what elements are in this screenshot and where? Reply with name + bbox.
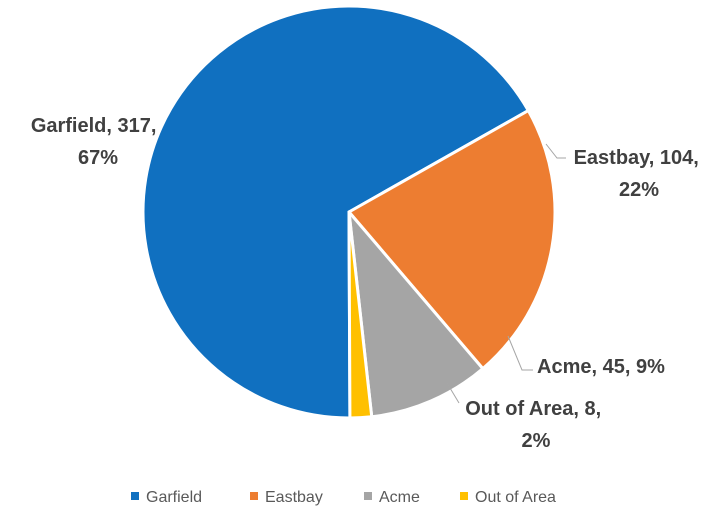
data-label-out-of-area-line2: 2% bbox=[522, 430, 551, 452]
data-label-eastbay-line1: Eastbay, 104, bbox=[574, 147, 699, 169]
legend-swatch-eastbay bbox=[250, 492, 258, 500]
legend-label-garfield: Garfield bbox=[146, 489, 202, 506]
pie-slice-eastbay bbox=[347, 109, 557, 371]
data-label-acme-line1: Acme, 45, 9% bbox=[537, 356, 665, 378]
legend-swatch-acme bbox=[364, 492, 372, 500]
pie-slice-acme bbox=[347, 210, 485, 419]
leader-line-out-of-area bbox=[446, 382, 460, 404]
legend-label-out-of-area: Out of Area bbox=[475, 489, 556, 506]
legend-swatch-garfield bbox=[131, 492, 139, 500]
data-label-out-of-area-line1: Out of Area, 8, bbox=[465, 398, 601, 420]
pie-slices bbox=[141, 4, 557, 420]
legend-label-eastbay: Eastbay bbox=[265, 489, 323, 506]
leader-line-acme bbox=[507, 335, 533, 371]
data-label-garfield-line2: 67% bbox=[78, 147, 118, 169]
pie-slice-out-of-area bbox=[347, 210, 374, 420]
leader-lines bbox=[446, 143, 566, 404]
legend: Garfield Eastbay Acme Out of Area bbox=[131, 489, 556, 506]
leader-line-eastbay bbox=[545, 143, 566, 159]
legend-swatch-out-of-area bbox=[460, 492, 468, 500]
pie-slice-garfield bbox=[141, 4, 530, 420]
data-label-out-of-area: Out of Area, 8, 2% bbox=[465, 398, 607, 452]
data-label-eastbay-line2: 22% bbox=[619, 179, 659, 201]
legend-label-acme: Acme bbox=[379, 489, 420, 506]
data-label-garfield: Garfield, 317, 67% bbox=[31, 115, 162, 169]
data-label-eastbay: Eastbay, 104, 22% bbox=[574, 147, 705, 201]
data-label-acme: Acme, 45, 9% bbox=[537, 356, 665, 378]
data-label-garfield-line1: Garfield, 317, bbox=[31, 115, 157, 137]
